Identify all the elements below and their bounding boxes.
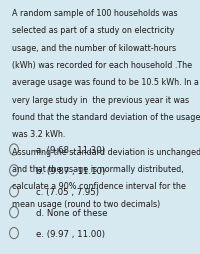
- Text: d. None of these: d. None of these: [36, 208, 108, 217]
- Text: selected as part of a study on electricity: selected as part of a study on electrici…: [12, 26, 174, 35]
- Text: and that the usage is normally distributed,: and that the usage is normally distribut…: [12, 164, 184, 173]
- Text: calculate a 90% confidence interval for the: calculate a 90% confidence interval for …: [12, 182, 186, 190]
- Text: a. (9.68 , 11.30): a. (9.68 , 11.30): [36, 145, 105, 154]
- Text: (kWh) was recorded for each household .The: (kWh) was recorded for each household .T…: [12, 61, 192, 70]
- Text: c. (7.05 , 7.95): c. (7.05 , 7.95): [36, 187, 99, 196]
- Text: A random sample of 100 households was: A random sample of 100 households was: [12, 9, 178, 18]
- Text: average usage was found to be 10.5 kWh. In a: average usage was found to be 10.5 kWh. …: [12, 78, 199, 87]
- Text: b. (9.87 , 11.10): b. (9.87 , 11.10): [36, 166, 105, 175]
- Text: Assuming the standard deviation is unchanged: Assuming the standard deviation is uncha…: [12, 147, 200, 156]
- Text: mean usage (round to two decimals): mean usage (round to two decimals): [12, 199, 160, 208]
- Text: very large study in  the previous year it was: very large study in the previous year it…: [12, 95, 189, 104]
- Text: usage, and the number of kilowatt-hours: usage, and the number of kilowatt-hours: [12, 43, 176, 52]
- Text: was 3.2 kWh.: was 3.2 kWh.: [12, 130, 65, 139]
- Text: found that the standard deviation of the usage: found that the standard deviation of the…: [12, 113, 200, 121]
- Text: e. (9.97 , 11.00): e. (9.97 , 11.00): [36, 229, 105, 238]
